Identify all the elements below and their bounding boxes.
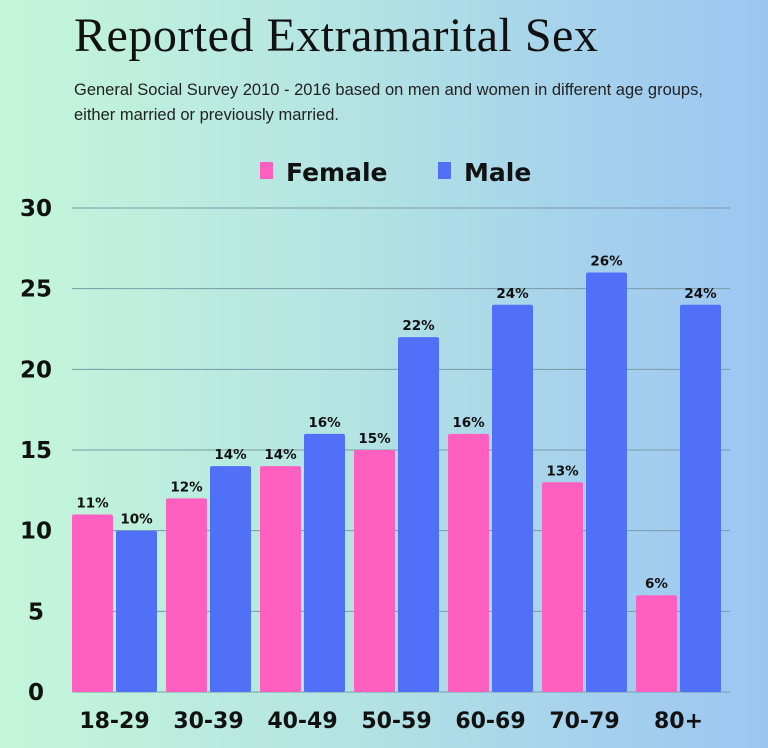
data-label: 15% [358,431,391,447]
x-tick-label: 30-39 [173,709,243,734]
y-tick-label: 0 [28,680,44,706]
bar-male [586,272,627,692]
data-label: 11% [76,496,109,512]
chart-subtitle: General Social Survey 2010 - 2016 based … [74,81,703,124]
y-tick-label: 25 [20,277,52,303]
bar-male [492,304,533,692]
bar-female [260,466,301,692]
data-label: 14% [264,447,297,463]
data-label: 22% [402,318,435,334]
bar-female [72,514,113,692]
data-label: 13% [546,463,579,479]
x-tick-label: 18-29 [79,709,149,734]
legend-swatch [260,162,273,179]
bar-male [680,304,721,692]
bar-male [116,530,157,692]
data-label: 24% [684,286,717,302]
data-label: 24% [496,286,529,302]
bar-male [398,337,439,692]
bar-male [304,433,345,692]
data-label: 16% [452,415,485,431]
y-tick-label: 20 [20,357,52,383]
bar-female [636,595,677,692]
x-tick-label: 50-59 [361,709,431,734]
bar-female [542,482,583,692]
data-label: 10% [120,512,153,528]
bar-male [210,466,251,692]
x-tick-label: 70-79 [549,709,619,734]
legend-swatch [438,162,451,179]
data-label: 14% [214,447,247,463]
y-tick-label: 15 [20,438,52,464]
legend-label: Female [286,158,387,187]
y-tick-label: 10 [20,519,52,545]
data-label: 12% [170,479,203,495]
data-label: 6% [645,576,668,592]
y-tick-label: 30 [20,196,52,222]
x-tick-label: 60-69 [455,709,525,734]
chart-title: Reported Extramarital Sex [74,9,599,62]
data-label: 16% [308,415,341,431]
legend-label: Male [464,158,531,187]
data-label: 26% [590,254,623,270]
bar-female [166,498,207,692]
bar-female [448,433,489,692]
x-tick-label: 80+ [654,709,703,734]
x-tick-label: 40-49 [267,709,337,734]
bar-female [354,450,395,692]
y-tick-label: 5 [28,599,44,625]
